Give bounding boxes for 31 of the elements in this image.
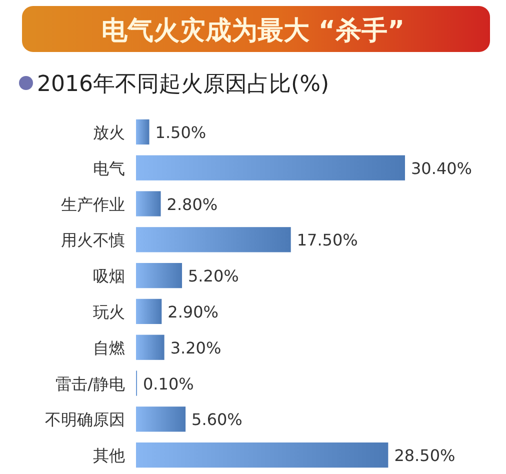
data-label: 5.60%	[192, 410, 242, 430]
bar	[136, 155, 405, 180]
data-label: 1.50%	[155, 122, 206, 142]
bar	[136, 298, 162, 324]
data-label: 30.40%	[411, 158, 472, 178]
data-label: 3.20%	[170, 338, 222, 358]
y-tick-label: 电气	[93, 158, 125, 178]
chart-title: 电气火灾成为最大 “杀手”	[101, 16, 405, 46]
data-label: 2.80%	[166, 194, 218, 214]
bar	[136, 406, 186, 432]
chart-subtitle: 2016年不同起火原因占比(%)	[37, 72, 330, 97]
bar	[136, 442, 388, 468]
bar	[136, 334, 164, 360]
y-tick-label: 吸烟	[93, 266, 125, 286]
bar	[136, 262, 182, 288]
data-label: 28.50%	[394, 446, 456, 466]
y-tick-label: 生产作业	[61, 194, 125, 214]
data-label: 5.20%	[188, 266, 239, 286]
y-tick-label: 雷击/静电	[56, 374, 125, 394]
y-tick-label: 玩火	[93, 302, 125, 322]
y-tick-label: 放火	[93, 122, 125, 142]
bar	[136, 119, 150, 145]
bar	[136, 191, 161, 216]
data-label: 0.10%	[143, 374, 194, 394]
bar	[136, 227, 291, 252]
y-tick-label: 不明确原因	[45, 410, 125, 430]
y-tick-label: 其他	[93, 446, 125, 466]
y-tick-label: 自燃	[93, 338, 125, 358]
data-label: 17.50%	[296, 230, 358, 250]
y-tick-label: 用火不慎	[61, 230, 125, 250]
data-label: 2.90%	[168, 302, 218, 322]
